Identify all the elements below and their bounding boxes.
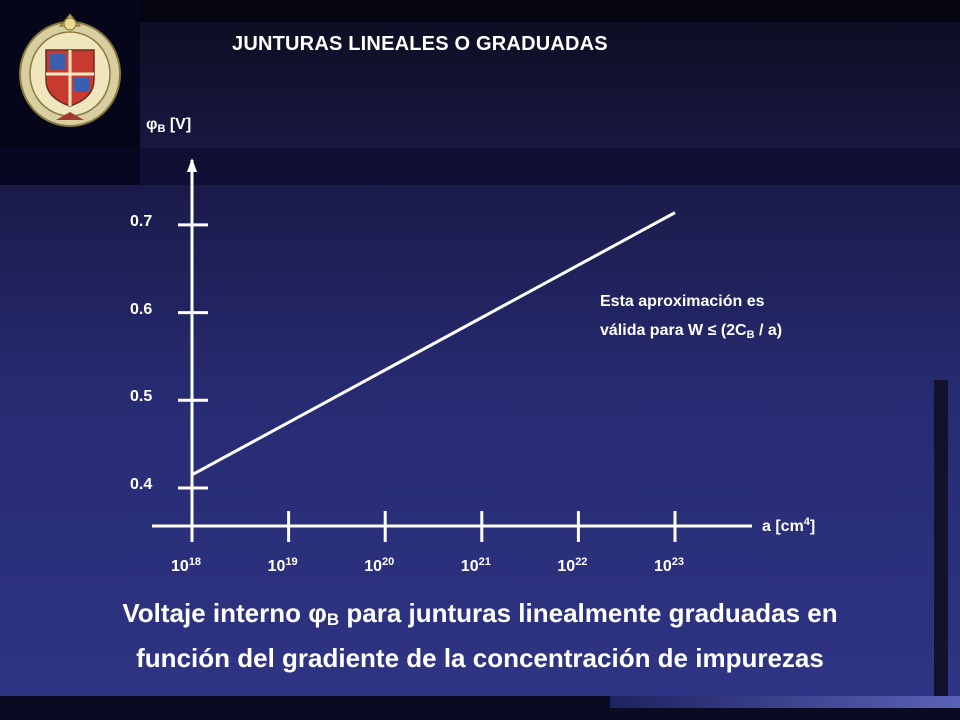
note-line-1: Esta aproximación es: [600, 293, 765, 310]
y-axis-arrow: [187, 158, 197, 172]
decorative-bar: [934, 380, 948, 720]
footer-highlight: [610, 696, 960, 708]
x-tick-label: 1019: [267, 556, 298, 575]
y-tick-label: 0.6: [130, 300, 153, 318]
x-tick-label: 1021: [460, 556, 491, 575]
y-axis-label: φB [V]: [146, 116, 192, 135]
x-tick-label: 1022: [557, 556, 588, 575]
slide-title: JUNTURAS LINEALES O GRADUADAS: [232, 33, 608, 55]
note-line-2: válida para W ≤ (2CB / a): [600, 322, 783, 341]
x-axis-label: a [cm4]: [762, 516, 816, 535]
y-tick-label: 0.4: [130, 476, 153, 493]
university-seal-logo: [19, 13, 121, 127]
caption-line-2: función del gradiente de la concentració…: [136, 643, 824, 673]
y-tick-label: 0.7: [130, 212, 153, 230]
caption-line-1: Voltaje interno φB para junturas linealm…: [122, 598, 838, 629]
data-line: [191, 211, 676, 477]
y-tick-label: 0.5: [130, 388, 153, 406]
header-band: [0, 148, 960, 185]
x-tick-label: 1023: [654, 556, 685, 575]
x-tick-label: 1018: [171, 556, 202, 575]
slide-caption: Voltaje interno φB para junturas linealm…: [0, 594, 960, 677]
x-tick-label: 1020: [364, 556, 395, 575]
top-band: [0, 0, 960, 22]
approximation-note: Esta aproximación es válida para W ≤ (2C…: [600, 287, 782, 350]
